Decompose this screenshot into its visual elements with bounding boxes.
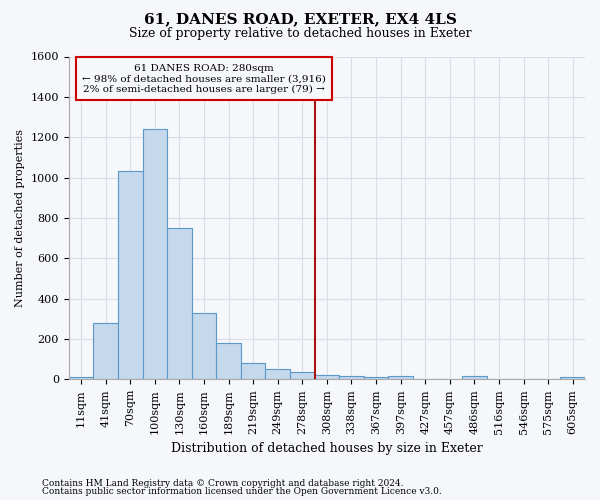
Text: Contains public sector information licensed under the Open Government Licence v3: Contains public sector information licen… [42, 487, 442, 496]
Bar [94, 322, 118, 379]
Bar [462, 376, 487, 379]
Bar [290, 372, 314, 379]
Bar [69, 377, 94, 379]
Bar [314, 375, 339, 379]
Text: 61, DANES ROAD, EXETER, EX4 4LS: 61, DANES ROAD, EXETER, EX4 4LS [143, 12, 457, 26]
Bar [339, 376, 364, 379]
Bar [241, 362, 265, 379]
Bar [388, 376, 413, 379]
Y-axis label: Number of detached properties: Number of detached properties [15, 129, 25, 307]
X-axis label: Distribution of detached houses by size in Exeter: Distribution of detached houses by size … [171, 442, 483, 455]
Bar [265, 369, 290, 379]
Bar [167, 228, 191, 379]
Bar [364, 377, 388, 379]
Bar [216, 343, 241, 379]
Text: Contains HM Land Registry data © Crown copyright and database right 2024.: Contains HM Land Registry data © Crown c… [42, 478, 404, 488]
Bar [560, 377, 585, 379]
Text: 61 DANES ROAD: 280sqm
← 98% of detached houses are smaller (3,916)
2% of semi-de: 61 DANES ROAD: 280sqm ← 98% of detached … [82, 64, 326, 94]
Bar [118, 172, 143, 379]
Bar [191, 312, 216, 379]
Bar [143, 129, 167, 379]
Text: Size of property relative to detached houses in Exeter: Size of property relative to detached ho… [128, 28, 472, 40]
